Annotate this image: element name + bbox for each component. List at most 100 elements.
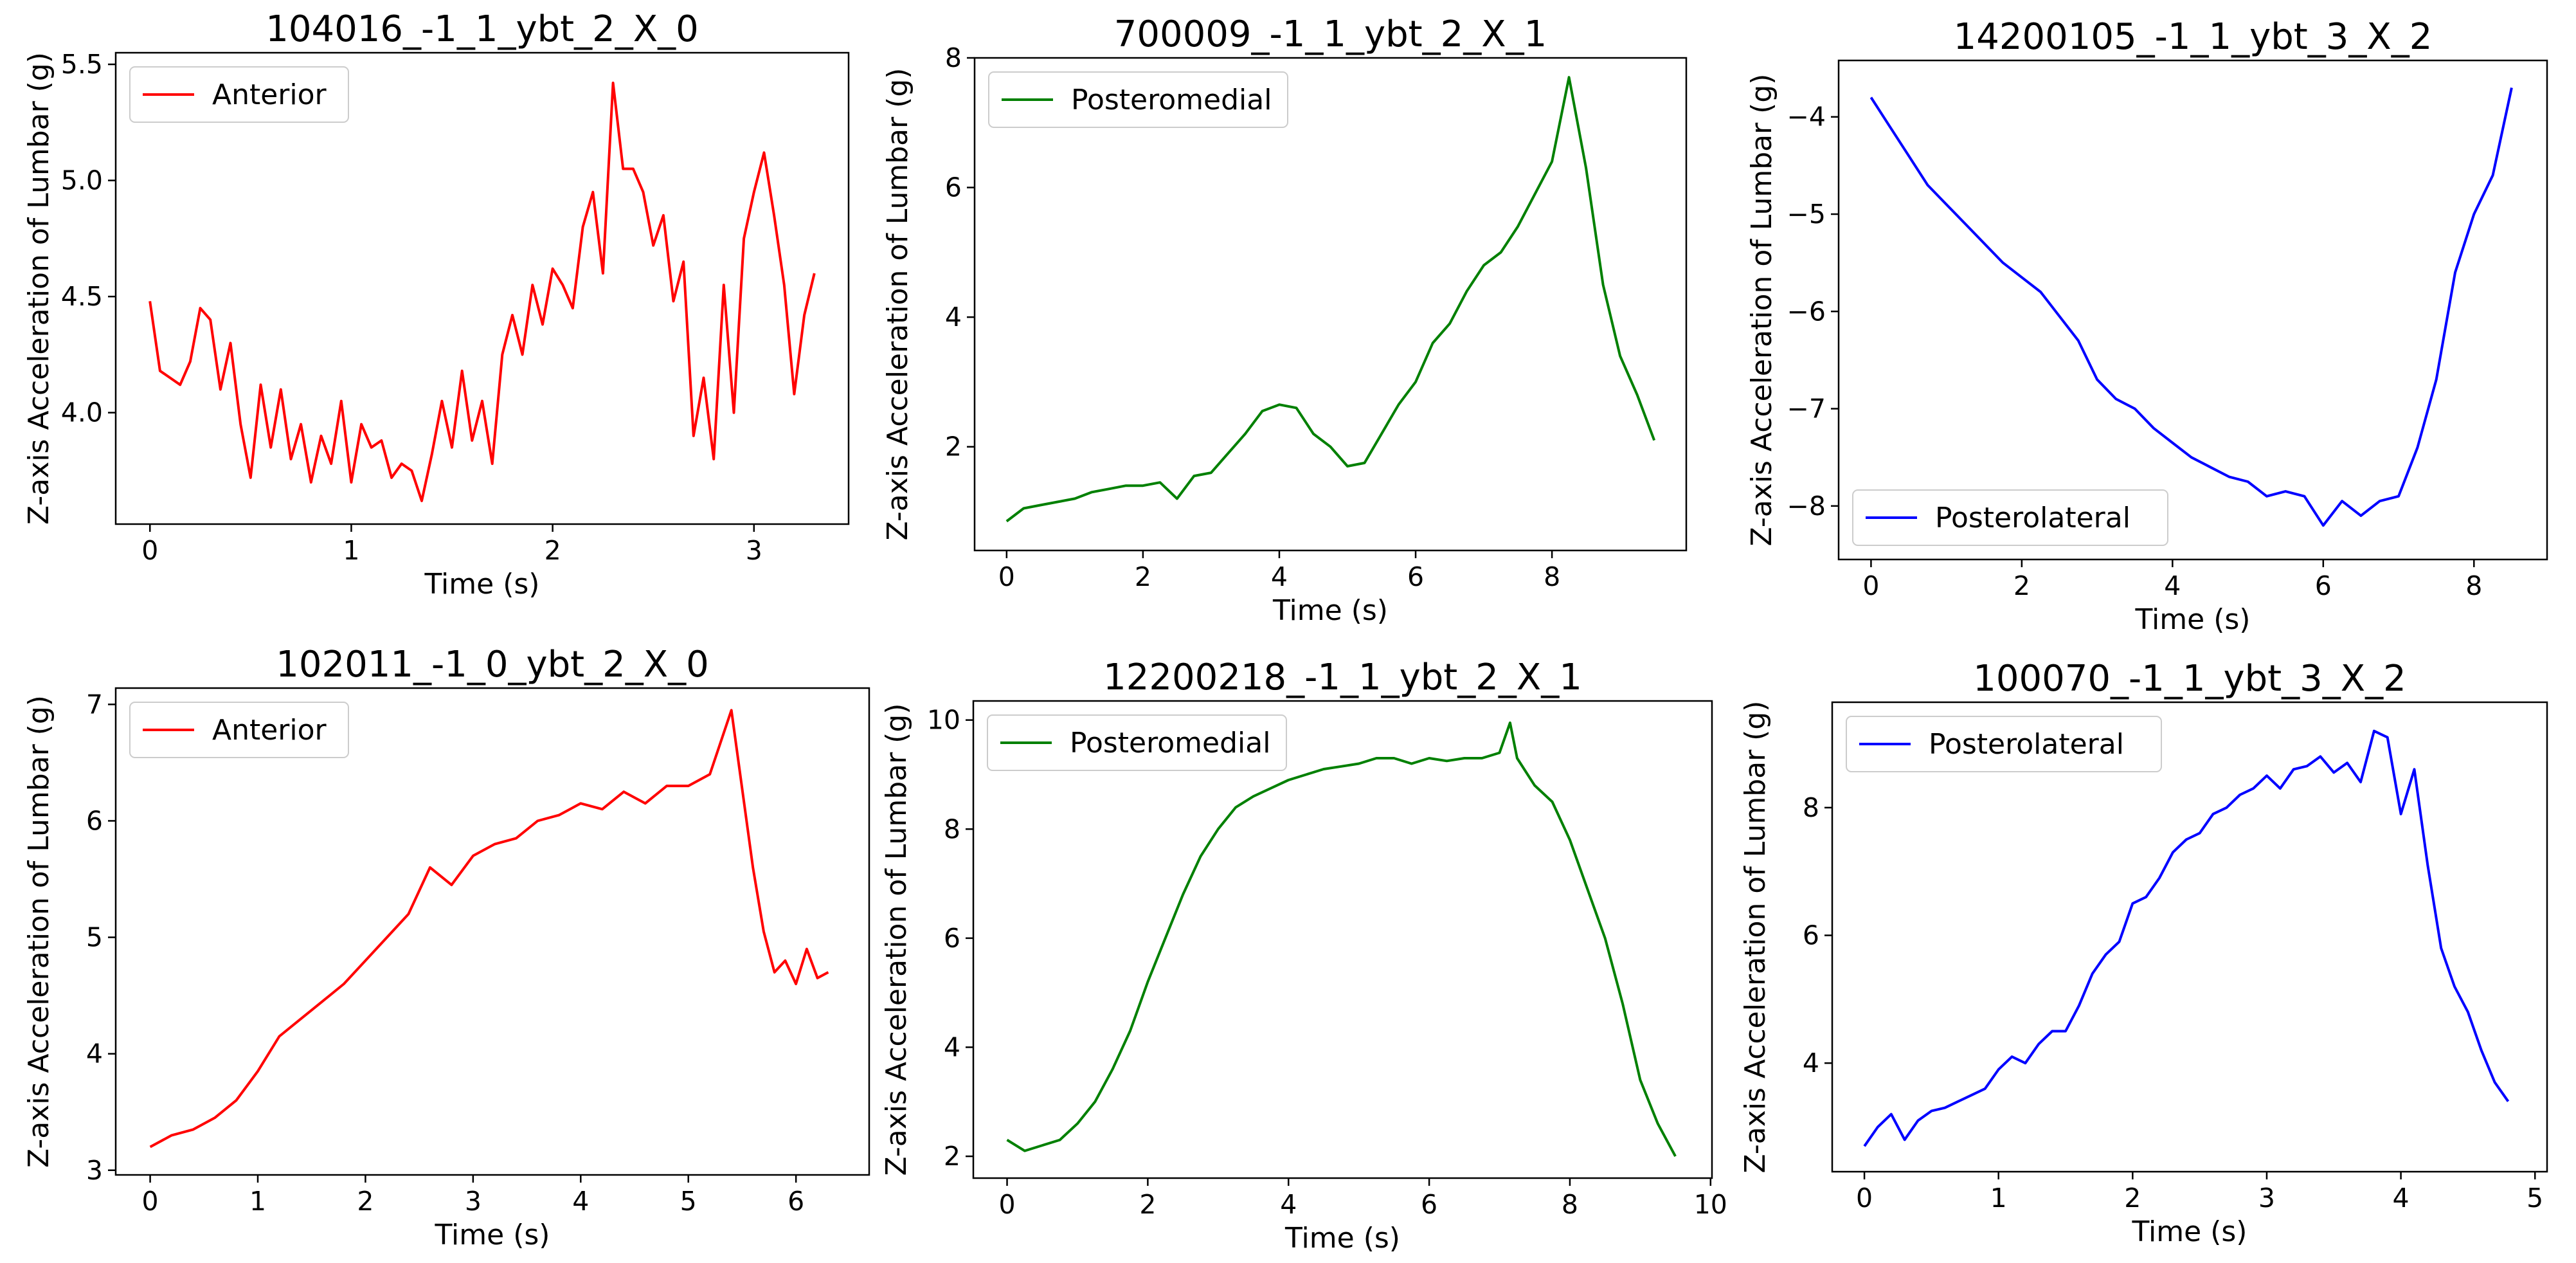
subplot-2: 700009_-1_1_ybt_2_X_1 0 2 4 6 8 2 4 6 8 Time (s) Z-… <box>881 14 1688 627</box>
legend-box <box>988 71 1288 128</box>
legend: Posterolateral <box>1846 716 2162 772</box>
x-tick-label: 8 <box>1562 1189 1578 1220</box>
x-tick-label: 0 <box>142 1186 159 1217</box>
subplot-4: 102011_-1_0_ybt_2_X_0 0 1 2 3 4 5 6 3 4 5 6 7 Time (s… <box>23 644 870 1251</box>
axes-frame <box>1831 701 2548 1173</box>
series-line-posterolateral <box>1869 87 2513 527</box>
x-tick-label: 4 <box>2393 1183 2409 1213</box>
chart-title: 102011_-1_0_ybt_2_X_0 <box>276 644 709 686</box>
y-tick-label: 8 <box>944 813 960 844</box>
x-tick-label: 4 <box>2164 570 2181 601</box>
x-tick-label: 4 <box>1271 561 1288 592</box>
y-tick-label: 5.5 <box>61 49 103 80</box>
legend-box <box>129 702 349 758</box>
chart-title: 100070_-1_1_ybt_3_X_2 <box>1973 658 2406 700</box>
y-tick-label: 10 <box>927 705 960 736</box>
x-axis-label: Time (s) <box>1272 594 1388 627</box>
axes-frame <box>114 51 850 525</box>
legend-label: Anterior <box>212 714 327 747</box>
series-line-anterior <box>149 709 829 1149</box>
legend-label: Posterolateral <box>1935 502 2130 534</box>
x-tick-label: 10 <box>1694 1189 1727 1220</box>
y-tick-label: −5 <box>1787 199 1826 230</box>
y-tick-label: 7 <box>86 689 103 720</box>
x-tick-label: 6 <box>2315 570 2332 601</box>
x-tick-label: 2 <box>2124 1183 2141 1213</box>
x-axis-label: Time (s) <box>1284 1222 1400 1255</box>
y-axis-label: Z-axis Acceleration of Lumbar (g) <box>1739 701 1772 1174</box>
x-tick-label: 3 <box>465 1186 482 1217</box>
y-tick-label: 2 <box>944 1141 960 1172</box>
x-tick-label: 2 <box>357 1186 374 1217</box>
x-tick-label: 0 <box>1862 570 1879 601</box>
y-tick-label: 6 <box>945 172 962 203</box>
y-tick-label: 8 <box>1803 792 1819 823</box>
y-tick-label: −7 <box>1787 394 1826 424</box>
y-tick-label: −4 <box>1787 102 1826 132</box>
y-tick-label: 4 <box>945 302 962 332</box>
x-tick-label: 0 <box>998 1189 1015 1220</box>
y-tick-label: 5.0 <box>61 165 103 196</box>
x-tick-label: 6 <box>788 1186 804 1217</box>
y-tick-label: 2 <box>945 432 962 462</box>
y-tick-label: 4 <box>86 1039 103 1069</box>
legend-box <box>987 714 1287 771</box>
x-tick-label: 2 <box>1139 1189 1156 1220</box>
x-tick-label: 8 <box>1544 561 1560 592</box>
x-tick-label: 1 <box>1990 1183 2007 1213</box>
x-tick-label: 2 <box>2013 570 2030 601</box>
legend-box <box>1852 489 2168 546</box>
x-tick-label: 5 <box>680 1186 697 1217</box>
legend-box <box>129 66 349 123</box>
x-tick-label: 3 <box>746 535 762 566</box>
x-tick-label: 5 <box>2526 1183 2543 1213</box>
axes-frame <box>114 687 870 1176</box>
y-axis-label: Z-axis Acceleration of Lumbar (g) <box>1745 74 1778 547</box>
legend: Posteromedial <box>988 71 1288 128</box>
y-tick-label: 3 <box>86 1155 103 1186</box>
x-tick-label: 0 <box>998 561 1015 592</box>
x-tick-label: 0 <box>141 535 158 566</box>
x-tick-label: 4 <box>572 1186 589 1217</box>
y-tick-label: 6 <box>86 805 103 836</box>
x-tick-label: 6 <box>1421 1189 1437 1220</box>
y-tick-label: 4.0 <box>61 397 103 428</box>
y-tick-label: 4 <box>1803 1048 1819 1078</box>
x-tick-label: 3 <box>2258 1183 2275 1213</box>
legend: Anterior <box>129 702 349 758</box>
series-line-posterolateral <box>1863 729 2510 1147</box>
legend-label: Anterior <box>212 78 327 111</box>
chart-title: 104016_-1_1_ybt_2_X_0 <box>266 8 699 50</box>
y-tick-label: −6 <box>1787 296 1826 327</box>
series-line-anterior <box>149 81 816 502</box>
x-tick-label: 6 <box>1407 561 1424 592</box>
x-tick-label: 1 <box>343 535 359 566</box>
legend-label: Posteromedial <box>1071 84 1272 116</box>
legend-label: Posteromedial <box>1070 727 1270 759</box>
y-tick-label: 6 <box>1803 920 1819 951</box>
y-axis-label: Z-axis Acceleration of Lumbar (g) <box>881 68 914 541</box>
x-tick-label: 8 <box>2465 570 2482 601</box>
x-axis-label: Time (s) <box>2135 603 2251 636</box>
x-tick-label: 4 <box>1280 1189 1297 1220</box>
axes-frame <box>972 700 1713 1179</box>
legend: Posteromedial <box>987 714 1287 771</box>
x-tick-label: 1 <box>249 1186 266 1217</box>
y-tick-label: 6 <box>944 923 960 954</box>
y-axis-label: Z-axis Acceleration of Lumbar (g) <box>23 695 55 1168</box>
axes-frame <box>973 57 1688 552</box>
axes-frame <box>1837 59 2548 561</box>
x-tick-label: 2 <box>545 535 561 566</box>
legend-box <box>1846 716 2162 772</box>
x-axis-label: Time (s) <box>435 1219 550 1251</box>
y-axis-label: Z-axis Acceleration of Lumbar (g) <box>23 52 55 525</box>
y-tick-label: −8 <box>1787 491 1826 522</box>
subplot-6: 100070_-1_1_ybt_3_X_2 0 1 2 3 4 5 4 6 8 Time (s) Z-… <box>1739 658 2548 1248</box>
x-tick-label: 0 <box>1856 1183 1873 1213</box>
y-tick-label: 5 <box>86 922 103 953</box>
chart-title: 700009_-1_1_ybt_2_X_1 <box>1114 14 1547 55</box>
chart-title: 14200105_-1_1_ybt_3_X_2 <box>1954 16 2433 58</box>
x-axis-label: Time (s) <box>2132 1215 2247 1248</box>
y-tick-label: 4 <box>944 1031 960 1062</box>
